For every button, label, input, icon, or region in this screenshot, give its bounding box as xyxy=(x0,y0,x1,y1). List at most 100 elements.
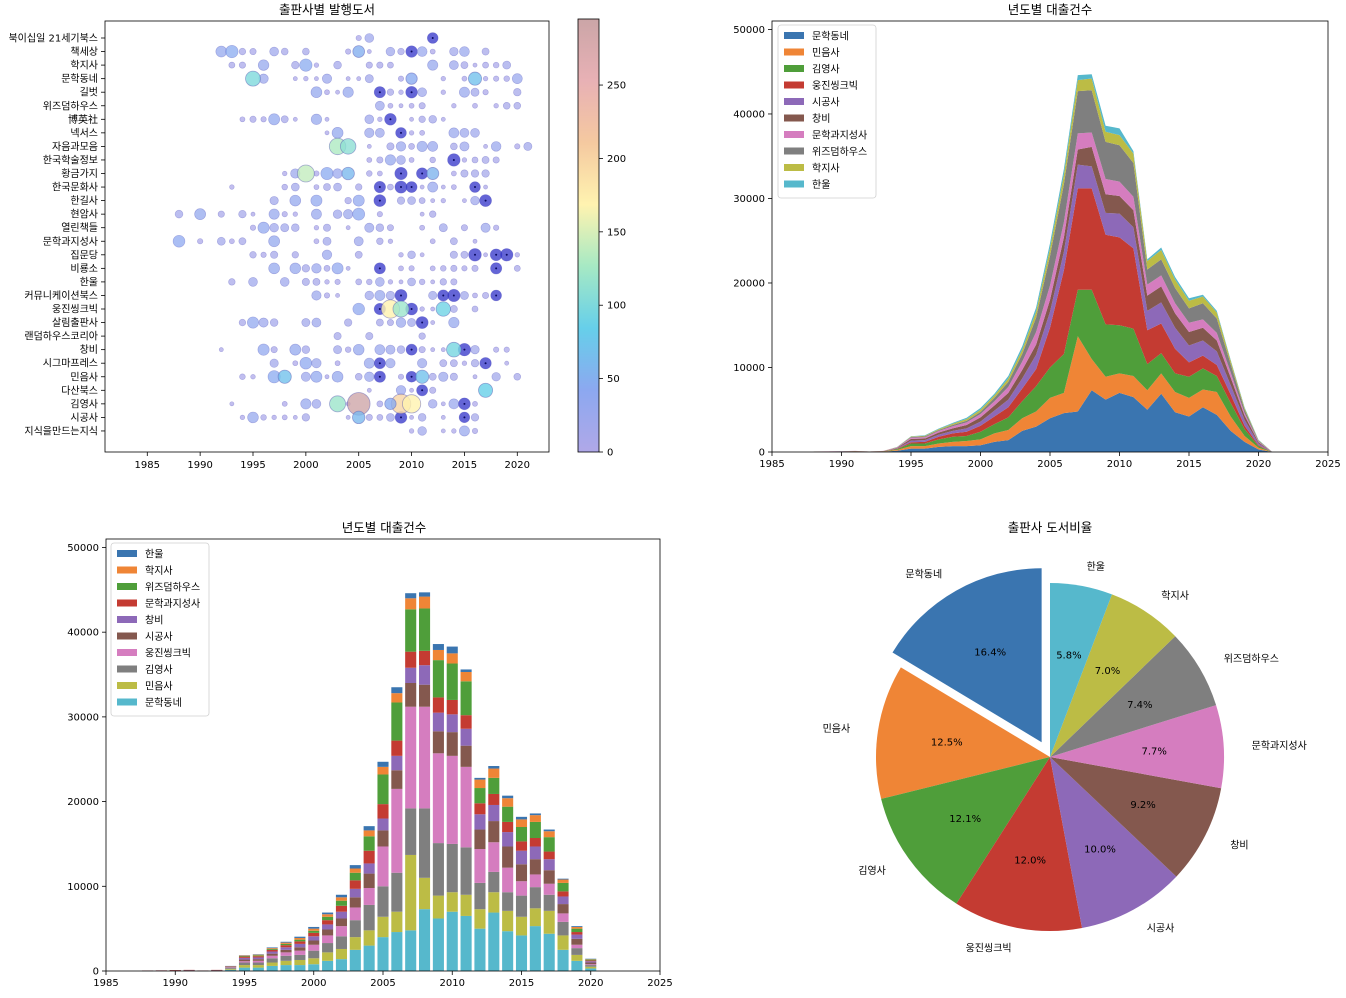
area-x-label: 2005 xyxy=(1037,459,1062,470)
bar-segment xyxy=(529,926,541,971)
bar-segment xyxy=(294,939,306,942)
area-legend-swatch xyxy=(784,164,804,171)
scatter-point xyxy=(438,371,449,382)
bar-segment xyxy=(543,829,555,832)
scatter-point xyxy=(314,76,319,82)
bar-legend-swatch xyxy=(117,599,137,607)
pie-pct-label: 7.0% xyxy=(1095,666,1120,677)
scatter-point xyxy=(398,252,404,258)
scatter-x-label: 2015 xyxy=(452,460,477,471)
bar-x-label: 2015 xyxy=(509,978,534,989)
scatter-point xyxy=(376,61,384,69)
bar-segment xyxy=(280,943,292,946)
bar-segment xyxy=(557,913,569,922)
bar-segment xyxy=(460,745,472,767)
bar-segment xyxy=(322,960,334,971)
bar-segment xyxy=(252,954,264,956)
scatter-point xyxy=(239,414,246,421)
bar-segment xyxy=(571,954,583,961)
scatter-point xyxy=(449,305,458,313)
pie-label: 학지사 xyxy=(1161,590,1189,602)
scatter-point xyxy=(310,370,323,383)
scatter-point xyxy=(374,344,386,356)
bar-segment xyxy=(335,918,347,927)
pie-pct-label: 7.4% xyxy=(1127,700,1152,711)
scatter-point xyxy=(470,195,480,206)
scatter-point xyxy=(268,235,280,248)
scatter-point xyxy=(440,197,446,204)
bar-segment xyxy=(405,854,417,931)
bar-segment xyxy=(529,838,541,847)
scatter-point xyxy=(299,356,313,370)
scatter-point xyxy=(429,238,436,245)
scatter-point xyxy=(397,47,405,56)
bar-segment xyxy=(571,960,583,971)
pie-slice xyxy=(1050,594,1176,757)
scatter-point xyxy=(335,293,340,298)
area-legend-label: 문학과지성사 xyxy=(812,130,867,142)
scatter-point xyxy=(470,128,480,138)
scatter-point xyxy=(470,413,480,422)
pie-slice xyxy=(1050,757,1177,929)
scatter-point xyxy=(492,156,500,164)
bar-segment xyxy=(391,911,403,933)
scatter-point xyxy=(352,207,366,221)
scatter-point-center xyxy=(410,308,413,310)
bar-segment xyxy=(543,859,555,871)
area-x-label: 2015 xyxy=(1176,459,1201,470)
pie-slice xyxy=(1050,636,1217,757)
scatter-point xyxy=(385,344,396,355)
scatter-point xyxy=(417,358,428,369)
bar-segment xyxy=(474,829,486,850)
scatter-point xyxy=(376,156,384,164)
scatter-point xyxy=(374,100,385,111)
scatter-point xyxy=(375,318,384,327)
scatter-point xyxy=(323,292,331,299)
scatter-point xyxy=(228,238,235,245)
scatter-point xyxy=(247,411,259,424)
bar-legend-label: 창비 xyxy=(145,615,163,627)
bar-segment xyxy=(432,843,444,896)
scatter-point xyxy=(364,127,375,138)
scatter-point xyxy=(270,250,279,259)
scatter-point xyxy=(458,425,470,437)
scatter-point xyxy=(292,76,298,82)
scatter-point-center xyxy=(495,294,498,297)
bar-segment xyxy=(294,954,306,960)
scatter-point xyxy=(471,427,479,434)
scatter-point xyxy=(324,279,330,285)
bar-segment xyxy=(571,938,583,945)
bar-segment xyxy=(446,843,458,893)
colorbar-label: 150 xyxy=(607,227,626,238)
bar-x-label: 2020 xyxy=(578,978,603,989)
bar-segment xyxy=(294,965,306,971)
bar-segment xyxy=(460,715,472,729)
bar-segment xyxy=(585,966,597,969)
bar-legend-swatch xyxy=(117,616,137,623)
bar-segment xyxy=(529,908,541,927)
scatter-point xyxy=(427,141,439,152)
bar-segment xyxy=(266,955,278,959)
bar-segment xyxy=(515,864,528,882)
scatter-point xyxy=(281,400,288,407)
bar-segment xyxy=(225,968,237,970)
bar-segment xyxy=(308,950,320,959)
scatter-y-label: 살림출판사 xyxy=(52,317,98,329)
scatter-point xyxy=(270,346,278,354)
scatter-point xyxy=(490,141,502,152)
bar-segment xyxy=(363,930,375,946)
scatter-point xyxy=(292,360,299,367)
bar-segment xyxy=(543,851,555,860)
bar-y-label: 20000 xyxy=(67,797,99,808)
bar-segment xyxy=(446,714,458,733)
scatter-point xyxy=(257,343,270,356)
area-x-label: 2010 xyxy=(1107,459,1132,470)
scatter-point xyxy=(429,265,436,272)
bar-segment xyxy=(432,895,444,919)
bar-segment xyxy=(349,868,361,873)
scatter-point xyxy=(310,86,323,98)
scatter-bubble xyxy=(245,70,261,87)
scatter-point-center xyxy=(410,91,413,94)
scatter-point xyxy=(408,143,415,150)
bar-segment xyxy=(446,911,458,971)
